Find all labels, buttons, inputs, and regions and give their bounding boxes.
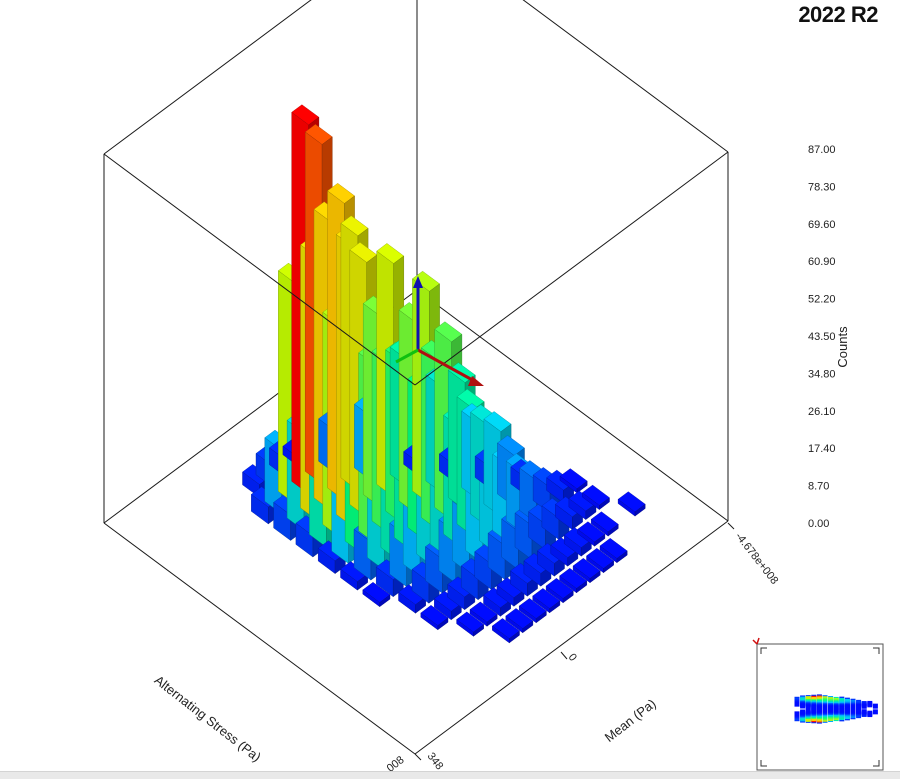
histogram-bar — [420, 605, 449, 631]
histogram-bar — [505, 608, 534, 634]
mean-tick-label: 0 — [566, 651, 579, 663]
z-tick-label: 87.00 — [808, 144, 836, 156]
minimap-cell — [800, 709, 806, 715]
triad-y-axis — [395, 348, 419, 364]
coordinate-triad — [395, 276, 484, 386]
z-tick-label: 0.00 — [808, 518, 829, 530]
z-tick-label: 8.70 — [808, 481, 829, 493]
minimap-cell — [805, 704, 811, 710]
minimap-cell — [822, 707, 828, 713]
minimap-cell — [800, 703, 806, 709]
histogram-bar — [491, 618, 520, 644]
minimap-cell — [856, 705, 862, 711]
minimap-cell — [867, 710, 873, 716]
histogram-bar — [496, 577, 525, 607]
histogram-bar — [362, 582, 391, 608]
z-tick-label: 69.60 — [808, 219, 836, 231]
z-axis-title: Counts — [835, 326, 850, 368]
histogram-bar — [599, 538, 628, 564]
stress-tick-label: 348 — [425, 750, 446, 772]
histogram-bar — [590, 511, 619, 537]
version-label: 2022 R2 — [798, 2, 878, 27]
histogram-bar — [340, 561, 369, 591]
minimap-cell — [839, 707, 845, 713]
minimap-corner-handle[interactable] — [873, 760, 880, 767]
z-tick-label: 60.90 — [808, 256, 836, 268]
minimap-cell — [833, 707, 839, 713]
box-edge-top-front-left — [103, 153, 416, 386]
box-edge-top-front-right — [414, 151, 729, 386]
minimap-cell — [861, 709, 867, 715]
mean-tick-label: -4.678e+008 — [733, 530, 781, 586]
minimap-cell — [872, 703, 878, 709]
minimap-corner-handle[interactable] — [760, 760, 767, 767]
histogram-bar — [617, 491, 646, 517]
minimap-cell — [867, 702, 873, 708]
triad-x-arrow — [468, 376, 484, 386]
minimap-cell — [811, 707, 817, 713]
minimap-cell — [856, 707, 862, 713]
histogram-bar — [545, 578, 574, 604]
minimap-cell — [828, 707, 834, 713]
stress-tick-mark — [414, 753, 422, 761]
histogram-bar — [532, 588, 561, 614]
z-tick-label: 43.50 — [808, 331, 836, 343]
bounding-box-front-edges — [103, 151, 729, 755]
mean-axis-title: Mean (Pa) — [602, 696, 659, 745]
histogram-bar — [433, 590, 462, 621]
minimap-cell — [850, 705, 856, 711]
z-tick-label: 26.10 — [808, 406, 836, 418]
minimap-corner-handle[interactable] — [873, 647, 880, 654]
histogram-bar — [518, 598, 547, 624]
histogram-bar — [572, 558, 601, 584]
triad-x-axis — [417, 348, 477, 384]
mean-tick-mark — [727, 522, 735, 530]
histogram-bar — [559, 468, 588, 494]
histogram-bar — [550, 537, 579, 567]
minimap-cell — [872, 709, 878, 715]
minimap-cell — [794, 711, 800, 717]
box-edge-mean-axis — [414, 520, 729, 755]
minimap-marker — [752, 637, 760, 645]
histogram-bar — [568, 490, 597, 520]
minimap-corner-handle[interactable] — [760, 647, 767, 654]
histogram-bar — [586, 548, 615, 574]
histogram-bar — [559, 568, 588, 594]
z-tick-label: 17.40 — [808, 443, 836, 455]
minimap-cell — [816, 707, 822, 713]
minimap-cell — [844, 707, 850, 713]
mean-tick-mark — [560, 651, 568, 660]
box-edge-floor-back-right — [416, 289, 729, 522]
status-bar — [0, 771, 900, 779]
histogram-bar — [577, 521, 606, 547]
histogram-bar — [563, 527, 592, 557]
bar-group — [242, 104, 646, 644]
histogram-bar — [469, 601, 498, 627]
minimap-cell — [794, 701, 800, 707]
minimap-cell — [844, 705, 850, 711]
z-tick-label: 34.80 — [808, 368, 836, 380]
minimap-cell — [805, 708, 811, 714]
z-tick-label: 78.30 — [808, 181, 836, 193]
histogram-bar — [581, 484, 610, 511]
box-edge-stress-axis — [103, 522, 416, 755]
box-edge-top-left — [103, 0, 312, 155]
minimap[interactable] — [752, 637, 884, 771]
minimap-cell — [850, 707, 856, 713]
stress-axis-title: Alternating Stress (Pa) — [152, 672, 264, 764]
triad-z-arrow — [413, 276, 423, 288]
z-tick-label: 52.20 — [808, 294, 836, 306]
minimap-cell — [861, 703, 867, 709]
box-edge-top-right — [522, 0, 729, 153]
histogram-bar — [456, 611, 485, 637]
